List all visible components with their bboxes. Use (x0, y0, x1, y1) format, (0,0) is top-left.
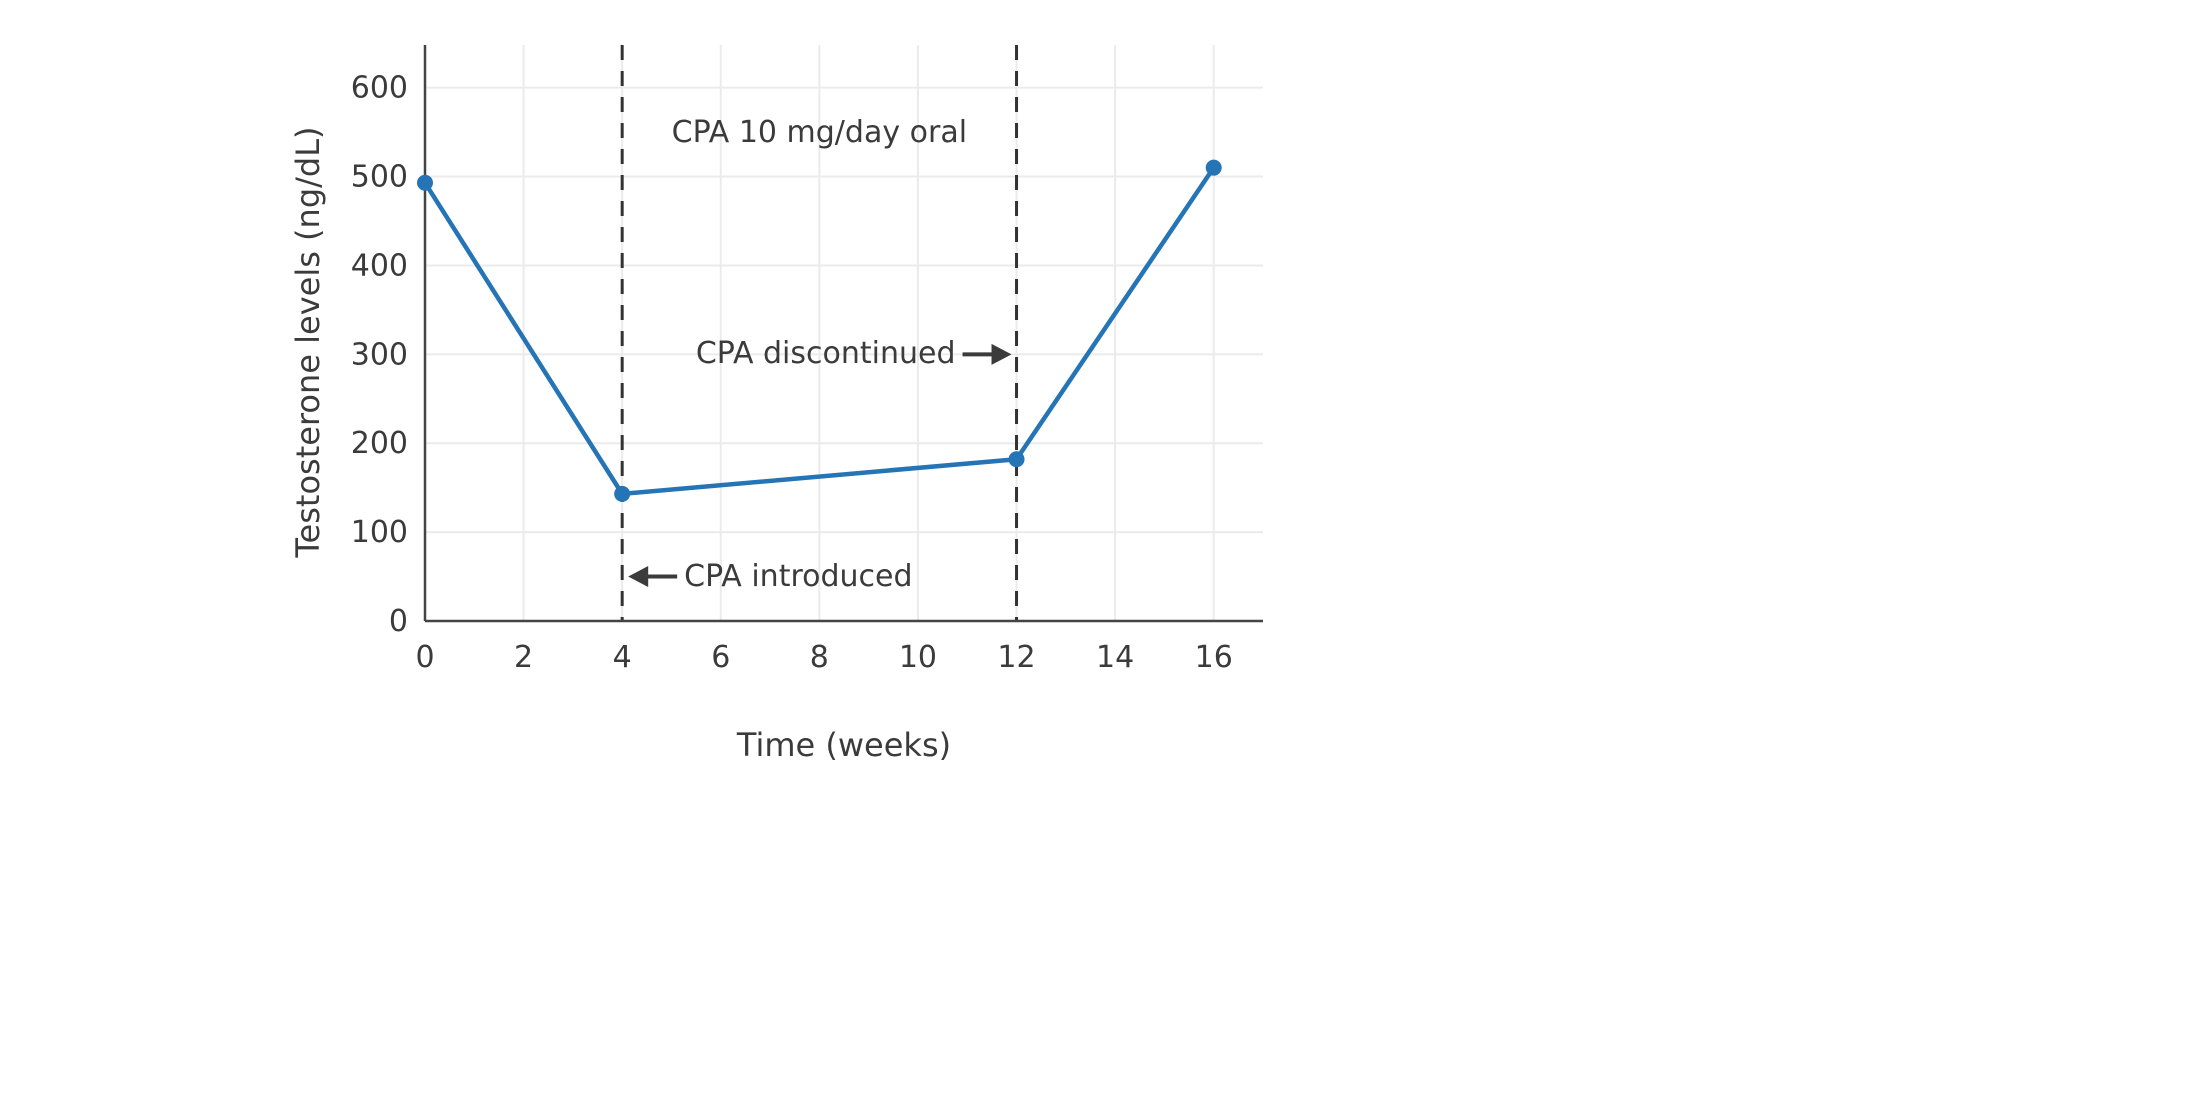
annotation-cpa-introduced: CPA introduced (684, 558, 913, 594)
annotation-cpa-discontinued: CPA discontinued (695, 336, 956, 372)
y-tick-label: 0 (389, 604, 408, 639)
y-tick-label: 100 (351, 515, 408, 550)
arrow-head-right-icon (991, 343, 1012, 365)
x-tick-label: 12 (997, 640, 1035, 675)
y-tick-label: 500 (351, 160, 408, 195)
annotation-cpa-oral: CPA 10 mg/day oral (671, 115, 968, 150)
x-tick-label: 4 (613, 640, 632, 675)
x-axis-title: Time (weeks) (736, 726, 952, 764)
data-point (1205, 159, 1222, 176)
x-tick-label: 16 (1195, 640, 1233, 675)
x-tick-label: 0 (415, 640, 434, 675)
series-line-testosterone (422, 165, 1216, 497)
x-tick-label: 10 (899, 640, 937, 675)
data-point (614, 485, 631, 502)
data-point (1008, 451, 1025, 468)
y-tick-label: 300 (351, 337, 408, 372)
x-tick-label: 14 (1096, 640, 1134, 675)
x-tick-label: 2 (514, 640, 533, 675)
x-tick-label: 6 (711, 640, 730, 675)
y-tick-label: 600 (351, 71, 408, 106)
x-tick-label: 8 (810, 640, 829, 675)
y-tick-label: 200 (351, 426, 408, 461)
y-tick-label: 400 (351, 248, 408, 283)
data-point (417, 174, 433, 191)
arrow-head-left-icon (628, 566, 649, 588)
y-axis-title: Testosterone levels (ng/dL) (289, 126, 327, 558)
